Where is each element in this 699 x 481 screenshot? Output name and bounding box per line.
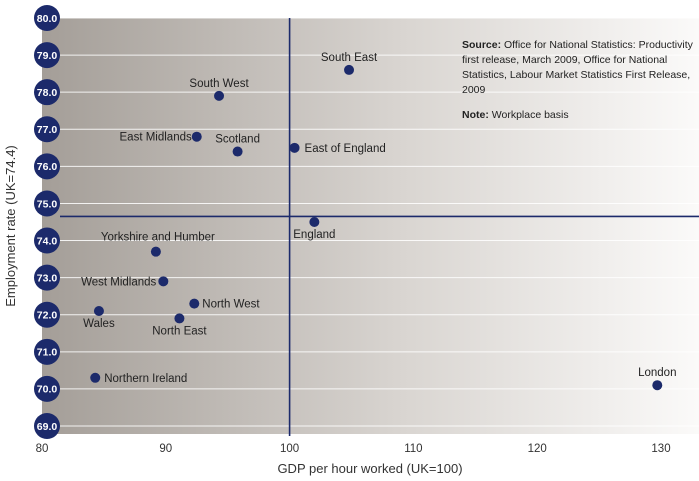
y-tick-label: 73.0	[37, 272, 58, 284]
y-tick-badge	[34, 375, 60, 402]
point-london	[652, 380, 663, 391]
x-tick-label: 130	[651, 443, 670, 455]
y-tick-label: 79.0	[37, 50, 58, 62]
y-tick-label: 76.0	[37, 161, 58, 173]
source-note: Source: Office for National Statistics: …	[462, 38, 694, 123]
y-tick-badge	[34, 153, 60, 180]
x-tick-label: 80	[36, 443, 49, 455]
y-tick-badge	[34, 264, 60, 291]
gridlines	[60, 17, 699, 427]
label-west-midlands: West Midlands	[81, 276, 156, 288]
point-south-east	[344, 64, 355, 75]
point-scotland	[232, 146, 243, 157]
point-north-west	[189, 298, 200, 309]
label-east-of-england: East of England	[305, 143, 386, 155]
label-scotland: Scotland	[215, 134, 260, 146]
y-tick-label: 80.0	[37, 13, 58, 25]
note-text: Note: Workplace basis	[462, 108, 694, 123]
y-tick-badge	[34, 42, 60, 69]
point-west-midlands	[158, 276, 169, 287]
y-tick-badge	[34, 301, 60, 328]
label-south-west: South West	[189, 78, 249, 90]
data-points	[90, 64, 663, 391]
label-south-east: South East	[321, 52, 378, 64]
x-axis-title: GDP per hour worked (UK=100)	[277, 461, 462, 476]
point-east-of-england	[289, 142, 300, 153]
label-london: London	[638, 367, 676, 379]
label-northern-ireland: Northern Ireland	[104, 373, 187, 385]
y-tick-badge	[34, 79, 60, 106]
point-england	[309, 217, 320, 227]
x-tick-label: 90	[159, 443, 172, 455]
point-south-west	[214, 90, 225, 101]
y-tick-label: 69.0	[37, 421, 58, 433]
x-tick-label: 120	[528, 443, 547, 455]
point-labels: South East South West East Midlands Scotlan…	[81, 52, 676, 385]
point-yorkshire-and-humber	[150, 246, 161, 257]
y-tick-label: 72.0	[37, 310, 58, 322]
point-wales	[93, 306, 104, 317]
y-tick-badge	[34, 5, 60, 31]
point-north-east	[174, 313, 185, 324]
y-tick-label: 70.0	[37, 384, 58, 396]
label-north-west: North West	[202, 299, 260, 311]
y-tick-label: 71.0	[37, 347, 58, 359]
y-tick-label: 74.0	[37, 235, 58, 247]
y-axis-title: Employment rate (UK=74.4)	[3, 145, 18, 306]
reference-lines	[60, 18, 699, 436]
y-tick-label: 75.0	[37, 198, 58, 210]
label-north-east: North East	[152, 325, 207, 337]
y-tick-badge	[34, 338, 60, 365]
y-tick-label: 78.0	[37, 87, 58, 99]
y-tick-badge	[34, 190, 60, 217]
y-tick-badge	[34, 227, 60, 254]
y-tick-label: 77.0	[37, 124, 58, 136]
x-axis-ticks: 80 90 100 110 120 130	[36, 443, 671, 455]
x-tick-label: 110	[404, 443, 422, 455]
point-east-midlands	[191, 131, 202, 142]
plot-background	[42, 18, 699, 434]
label-england: England	[293, 229, 335, 241]
note-body: Workplace basis	[491, 109, 569, 121]
x-tick-label: 100	[280, 443, 299, 455]
y-tick-badge	[34, 116, 60, 143]
note-label: Note:	[462, 109, 489, 121]
source-text: Source: Office for National Statistics: …	[462, 38, 694, 98]
label-east-midlands: East Midlands	[120, 132, 192, 144]
point-northern-ireland	[90, 372, 101, 383]
y-axis-ticks: 69.0 70.0 71.0 72.0 73.0 74.0 75.0 76.0 77.0 78.0…	[34, 5, 60, 439]
label-wales: Wales	[83, 318, 115, 330]
y-tick-badge	[34, 413, 60, 439]
label-yorkshire-and-humber: Yorkshire and Humber	[101, 232, 215, 244]
source-label: Source:	[462, 39, 502, 51]
source-body: Office for National Statistics: Producti…	[462, 39, 693, 96]
